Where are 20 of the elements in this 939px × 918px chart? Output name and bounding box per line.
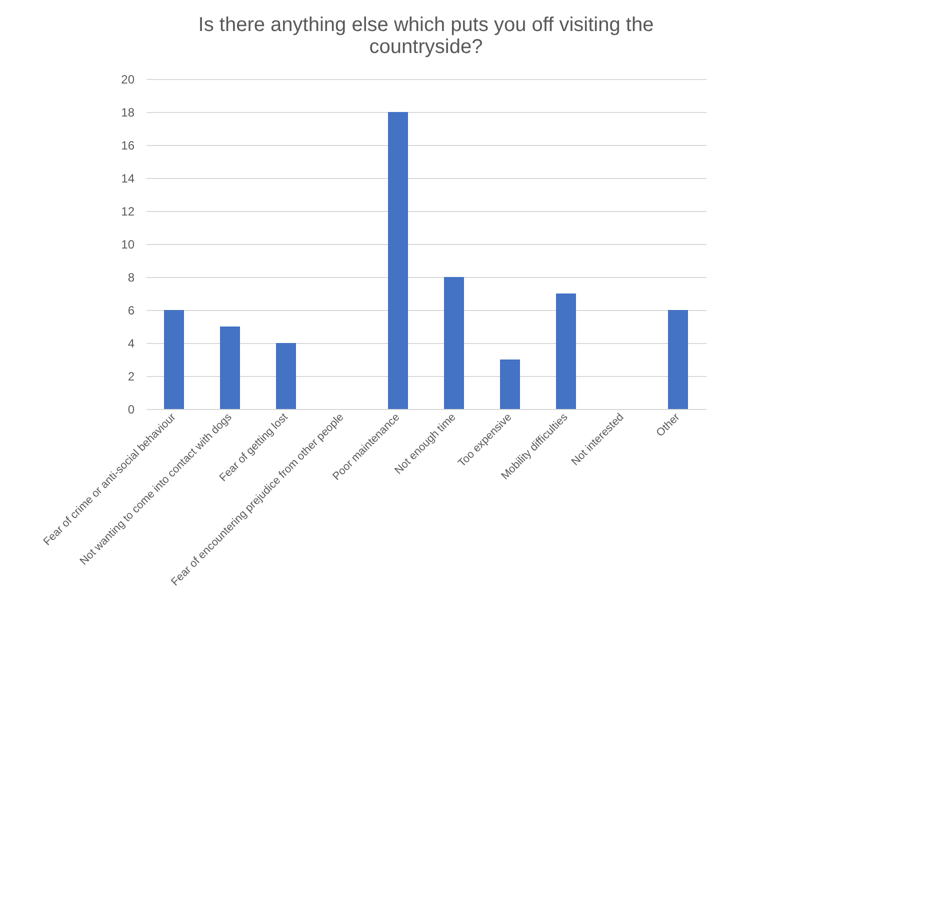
chart-title: Is there anything else which puts you off visiting the countryside? (198, 14, 654, 58)
y-tick-label: 6 (128, 304, 135, 318)
y-tick-label: 10 (121, 238, 135, 252)
bar (556, 294, 576, 409)
bar (668, 310, 688, 409)
y-tick-label: 8 (128, 270, 135, 284)
y-tick-label: 0 (128, 402, 135, 416)
y-tick-label: 16 (121, 138, 135, 152)
y-tick-label: 14 (121, 172, 135, 186)
y-tick-label: 12 (121, 204, 135, 218)
bar (276, 343, 296, 409)
bar (164, 310, 184, 409)
bar (220, 326, 240, 409)
y-tick-label: 2 (128, 370, 135, 384)
y-tick-label: 18 (121, 106, 135, 120)
y-tick-label: 4 (128, 336, 135, 350)
y-tick-label: 20 (121, 72, 135, 86)
bar (444, 277, 464, 409)
bar (388, 112, 408, 409)
bar (500, 360, 520, 409)
